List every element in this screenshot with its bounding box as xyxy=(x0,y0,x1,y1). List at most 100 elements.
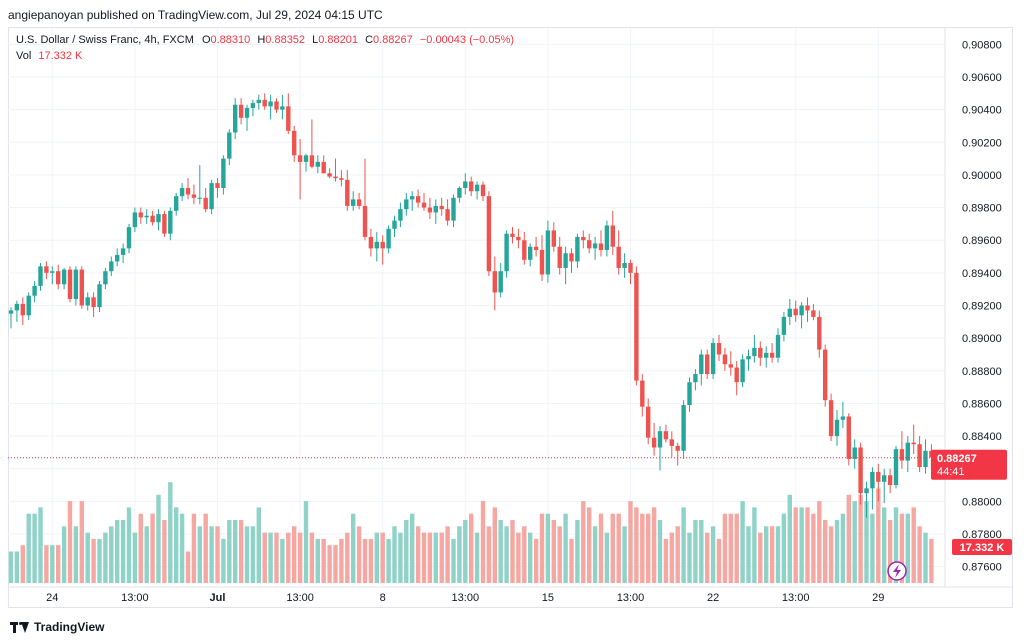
candle-body xyxy=(368,236,374,249)
candle-body xyxy=(699,354,704,375)
candle-body xyxy=(610,225,615,247)
volume-bar xyxy=(657,520,663,583)
candle-body xyxy=(474,184,480,192)
candle-body xyxy=(156,214,161,223)
candle-body xyxy=(486,196,492,272)
volume-bar xyxy=(451,538,456,583)
candle-body xyxy=(256,99,261,104)
candle-body xyxy=(26,295,31,316)
candle-body xyxy=(315,161,320,167)
volume-bar xyxy=(150,513,155,583)
candle-body xyxy=(787,308,792,317)
volume-bar xyxy=(569,538,574,583)
volume-bar xyxy=(587,507,592,583)
volume-bar xyxy=(227,520,232,583)
candle-body xyxy=(752,347,757,357)
volume-bar xyxy=(115,520,120,583)
volume-bar xyxy=(474,532,480,583)
candle-body xyxy=(404,199,409,210)
last-price-tag xyxy=(931,449,1007,480)
candle-body xyxy=(598,243,604,250)
price-tick-label: 0.88800 xyxy=(962,366,1002,378)
candle-body xyxy=(215,183,220,188)
price-tick-label: 0.87800 xyxy=(962,529,1002,541)
volume-bar xyxy=(787,494,792,583)
change-value: −0.00043 (−0.05%) xyxy=(419,34,515,46)
candle-body xyxy=(746,356,751,360)
volume-bar xyxy=(368,538,374,583)
candle-body xyxy=(115,254,120,262)
candle-body xyxy=(292,130,297,156)
volume-bar xyxy=(651,507,657,583)
candle-body xyxy=(764,352,769,358)
volume-bar xyxy=(663,538,669,583)
volume-bar xyxy=(610,513,615,583)
candle-body xyxy=(811,310,816,317)
volume-bar xyxy=(339,538,344,583)
volume-bar xyxy=(309,532,315,583)
candle-body xyxy=(268,101,273,107)
time-tick-label: 13:00 xyxy=(452,592,480,604)
time-axis: 24 13:00 Jul 13:00 8 13:00 15 13:00 22 13:00 29 xyxy=(46,592,884,604)
candle-body xyxy=(834,419,840,437)
candle-body xyxy=(758,347,763,358)
volume-bar xyxy=(32,513,37,583)
volume-bar xyxy=(575,520,580,583)
volume-bar xyxy=(85,532,90,583)
candle-body xyxy=(480,184,486,197)
volume-bar xyxy=(14,551,20,583)
volume-bar xyxy=(687,532,692,583)
price-tick-label: 0.88000 xyxy=(962,496,1002,508)
time-tick-label: 13:00 xyxy=(286,592,314,604)
candle-body xyxy=(380,241,385,249)
candle-body xyxy=(740,359,745,383)
volume-bar xyxy=(132,532,138,583)
candle-body xyxy=(85,297,90,306)
volume-bar xyxy=(775,526,781,583)
candle-body xyxy=(616,246,621,268)
volume-bar xyxy=(746,526,751,583)
candle-body xyxy=(569,253,574,262)
candle-body xyxy=(581,236,586,241)
time-tick-label: 29 xyxy=(872,592,884,604)
candle-body xyxy=(174,196,179,211)
candle-body xyxy=(870,472,875,489)
volume-bar xyxy=(457,526,462,583)
volume-bar xyxy=(598,513,604,583)
volume-bar xyxy=(286,532,291,583)
volume-bar xyxy=(380,532,385,583)
candle-body xyxy=(321,161,326,174)
symbol-title[interactable]: U.S. Dollar / Swiss Franc, 4h, FXCM xyxy=(16,34,194,46)
candle-body xyxy=(651,437,657,448)
candle-body xyxy=(32,285,37,296)
volume-bar xyxy=(905,513,910,583)
candle-body xyxy=(587,240,592,249)
candle-body xyxy=(663,431,669,440)
candle-body xyxy=(805,305,810,311)
volume-bar xyxy=(486,526,492,583)
volume-label[interactable]: Vol xyxy=(16,50,32,62)
volume-bar xyxy=(793,507,798,583)
price-tick-label: 0.90800 xyxy=(962,39,1002,51)
candle-body xyxy=(563,253,568,268)
volume-bar xyxy=(262,532,267,583)
candle-body xyxy=(274,101,279,110)
candle-body xyxy=(179,187,185,197)
volume-bar xyxy=(61,526,67,583)
candle-body xyxy=(410,196,415,200)
footer-branding[interactable]: TradingView xyxy=(10,620,104,634)
volume-bar xyxy=(303,501,309,583)
volume-bar xyxy=(191,513,197,583)
candle-body xyxy=(451,197,456,221)
candle-body xyxy=(79,269,84,306)
volume-bar xyxy=(427,532,433,583)
volume-bar xyxy=(126,507,132,583)
price-tick-label: 0.90400 xyxy=(962,105,1002,117)
time-tick-label: 13:00 xyxy=(782,592,810,604)
candle-body xyxy=(687,382,692,406)
candle-body xyxy=(528,246,533,260)
volume-bar xyxy=(256,507,261,583)
candle-body xyxy=(345,179,350,206)
candle-body xyxy=(705,354,710,375)
